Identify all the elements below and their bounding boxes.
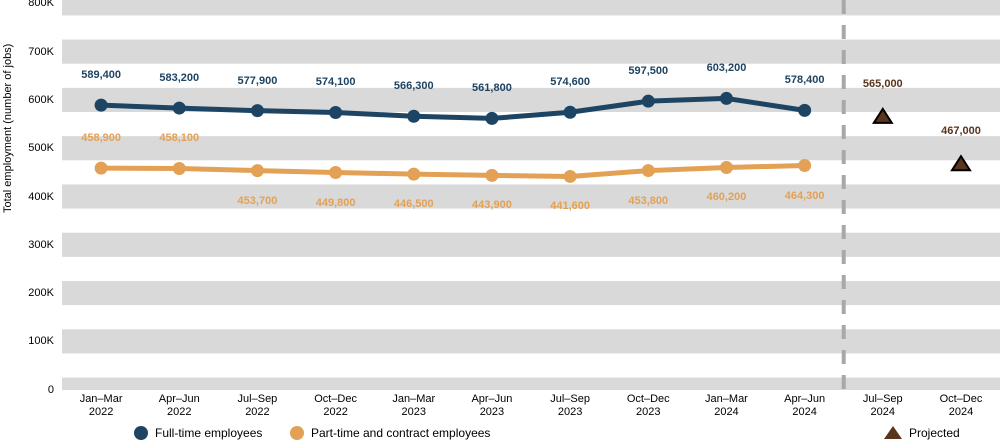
plot-canvas bbox=[62, 0, 1000, 390]
x-tick-quarter: Jan–Mar bbox=[79, 393, 123, 405]
legend-label: Part-time and contract employees bbox=[311, 425, 491, 440]
data-point-marker bbox=[719, 160, 733, 174]
y-tick-label: 200K bbox=[28, 287, 54, 300]
data-point-marker bbox=[250, 164, 264, 178]
data-point-marker bbox=[485, 168, 499, 182]
x-tick-year: 2023 bbox=[557, 406, 583, 418]
legend-circle-icon bbox=[290, 425, 304, 440]
data-point-marker bbox=[719, 91, 733, 105]
grid-stripe bbox=[62, 281, 1000, 306]
x-tick-label: Oct–Dec 2022 bbox=[297, 393, 375, 419]
x-tick-label: Jul–Sep 2022 bbox=[218, 393, 296, 419]
x-tick-label: Jul–Sep 2024 bbox=[844, 393, 922, 419]
x-tick-year: 2022 bbox=[323, 406, 348, 418]
x-tick-year: 2022 bbox=[88, 406, 114, 418]
data-point-marker bbox=[407, 167, 421, 181]
x-tick-label: Jan–Mar 2022 bbox=[62, 393, 140, 419]
projected-point-marker bbox=[950, 154, 972, 172]
x-tick-label: Jan–Mar 2024 bbox=[687, 393, 765, 419]
y-tick-label: 400K bbox=[28, 190, 54, 203]
y-tick-label: 800K bbox=[28, 0, 54, 10]
x-tick-label: Jan–Mar 2023 bbox=[375, 393, 453, 419]
data-point-marker bbox=[563, 169, 577, 183]
legend-item: Part-time and contract employees bbox=[290, 424, 490, 441]
data-point-marker bbox=[172, 161, 186, 175]
x-tick-quarter: Jul–Sep bbox=[862, 393, 903, 405]
x-tick-quarter: Oct–Dec bbox=[314, 393, 357, 405]
data-point-marker bbox=[329, 105, 343, 119]
x-tick-label: Apr–Jun 2022 bbox=[140, 393, 218, 419]
x-tick-label: Jul–Sep 2023 bbox=[531, 393, 609, 419]
data-point-marker bbox=[94, 98, 108, 112]
x-tick-year: 2023 bbox=[479, 406, 505, 418]
data-point-marker bbox=[94, 161, 108, 175]
x-tick-year: 2024 bbox=[792, 406, 817, 418]
series-line-2 bbox=[98, 163, 808, 179]
y-axis-tick-labels: 800K 700K 600K 500K 400K 300K 200K 100K 0 bbox=[0, 0, 58, 396]
y-tick-label: 700K bbox=[28, 45, 54, 58]
x-tick-label: Oct–Dec 2023 bbox=[609, 393, 687, 419]
legend-label: Full-time employees bbox=[155, 425, 263, 440]
data-point-marker bbox=[329, 166, 343, 180]
x-tick-quarter: Apr–Jun bbox=[471, 393, 513, 405]
grid-stripe bbox=[62, 0, 1000, 16]
x-tick-year: 2024 bbox=[714, 406, 739, 418]
x-tick-quarter: Jul–Sep bbox=[237, 393, 278, 405]
legend-label: Projected bbox=[909, 425, 960, 440]
grid-stripe bbox=[62, 377, 1000, 390]
legend-item: Full-time employees bbox=[134, 424, 262, 441]
series-line-1 bbox=[98, 95, 808, 121]
data-point-marker bbox=[250, 104, 264, 118]
data-point-marker bbox=[485, 111, 499, 125]
projected-point-marker bbox=[871, 107, 894, 124]
y-tick-label: 600K bbox=[28, 93, 54, 106]
y-tick-label: 0 bbox=[47, 383, 54, 396]
grid-stripe bbox=[62, 39, 1000, 64]
plot-area: 589,400 583,200 577,900 574,100 566,300 561,8… bbox=[62, 0, 1000, 390]
x-tick-quarter: Jul–Sep bbox=[550, 393, 590, 405]
data-point-marker bbox=[641, 164, 655, 178]
x-tick-year: 2022 bbox=[167, 406, 192, 418]
x-tick-quarter: Oct–Dec bbox=[626, 393, 670, 405]
grid-stripe bbox=[62, 232, 1000, 257]
legend-triangle-icon bbox=[884, 426, 902, 439]
x-tick-year: 2023 bbox=[636, 406, 661, 418]
x-tick-label: Apr–Jun 2023 bbox=[453, 393, 531, 419]
legend-item: Projected bbox=[884, 424, 960, 441]
data-point-marker bbox=[563, 105, 577, 119]
x-tick-quarter: Oct–Dec bbox=[939, 393, 983, 405]
x-tick-year: 2024 bbox=[948, 406, 974, 418]
data-point-marker bbox=[798, 103, 812, 117]
x-tick-label: Oct–Dec 2024 bbox=[922, 393, 1000, 419]
data-point-marker bbox=[798, 159, 812, 173]
grid-stripe bbox=[62, 184, 1000, 209]
data-point-marker bbox=[641, 94, 655, 108]
x-tick-quarter: Apr–Jun bbox=[784, 393, 826, 405]
grid-stripe bbox=[62, 136, 1000, 161]
x-tick-quarter: Jan–Mar bbox=[705, 393, 748, 405]
grid-stripe bbox=[62, 329, 1000, 354]
x-tick-year: 2023 bbox=[401, 406, 426, 418]
x-tick-quarter: Apr–Jun bbox=[158, 393, 200, 405]
x-tick-year: 2022 bbox=[245, 406, 270, 418]
data-point-marker bbox=[407, 109, 421, 123]
x-tick-year: 2024 bbox=[870, 406, 896, 418]
y-tick-label: 100K bbox=[28, 335, 54, 348]
data-point-marker bbox=[172, 101, 186, 115]
legend-circle-icon bbox=[134, 425, 148, 440]
x-tick-quarter: Jan–Mar bbox=[392, 393, 436, 405]
x-tick-label: Apr–Jun 2024 bbox=[766, 393, 844, 419]
y-tick-label: 500K bbox=[28, 142, 54, 155]
y-tick-label: 300K bbox=[28, 238, 54, 251]
